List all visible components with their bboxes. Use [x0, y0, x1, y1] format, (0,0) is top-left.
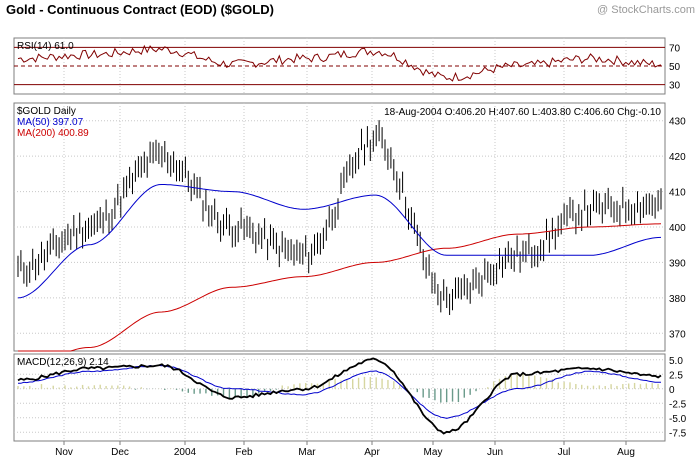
chart-title: Gold - Continuous Contract (EOD) ($GOLD) [6, 2, 274, 17]
macd-tick-label: 0 [669, 385, 675, 396]
ma50-label: MA(50) 397.07 [17, 117, 84, 128]
month-tick-label: Nov [55, 447, 73, 458]
macd-tick-label: -2.5 [669, 399, 687, 410]
month-tick-label: Aug [617, 447, 635, 458]
ohlc-readout: 18-Aug-2004 O:406.20 H:407.60 L:403.80 C… [384, 107, 661, 118]
month-tick-label: Jun [487, 447, 503, 458]
month-tick-label: 2004 [174, 447, 197, 458]
price-tick-label: 370 [669, 329, 686, 340]
rsi-series [17, 44, 662, 82]
price-tick-label: 410 [669, 188, 686, 199]
ma200-series [18, 223, 662, 352]
price-axis: 370 380 390 400 410 420 430 [669, 117, 686, 341]
macd-tick-label: 2.5 [669, 370, 683, 381]
rsi-axis: 30 50 70 [669, 43, 681, 91]
rsi-label: RSI(14) 61.0 [17, 41, 74, 52]
price-tick-label: 390 [669, 258, 686, 269]
month-tick-label: Feb [235, 447, 253, 458]
macd-tick-label: -5.0 [669, 414, 687, 425]
rsi-tick-label: 70 [669, 43, 681, 54]
month-tick-label: Apr [364, 447, 380, 458]
month-tick-label: May [424, 447, 443, 458]
month-axis: Nov Dec 2004 Feb Mar Apr May Jun Jul Aug [55, 441, 635, 458]
month-tick-label: Mar [298, 447, 316, 458]
month-tick-label: Jul [558, 447, 571, 458]
rsi-tick-label: 50 [669, 62, 681, 73]
macd-gridlines [14, 354, 665, 441]
rsi-tick-label: 30 [669, 81, 681, 92]
price-tick-label: 380 [669, 294, 686, 305]
macd-tick-label: 5.0 [669, 356, 683, 367]
macd-tick-label: -7.5 [669, 428, 687, 439]
macd-label: MACD(12,26,9) 2.14 [17, 357, 109, 368]
macd-signal-series [17, 364, 661, 419]
month-tick-label: Dec [111, 447, 129, 458]
watermark: @ StockCharts.com [597, 4, 695, 16]
macd-series [17, 357, 662, 435]
price-label: $GOLD Daily [17, 106, 76, 117]
price-tick-label: 430 [669, 117, 686, 128]
ma200-label: MA(200) 400.89 [17, 128, 89, 139]
ma50-series [17, 184, 662, 299]
price-gridlines [14, 103, 665, 351]
macd-histogram [17, 372, 659, 403]
macd-axis: -7.5 -5.0 -2.5 0 2.5 5.0 [669, 356, 687, 440]
price-tick-label: 420 [669, 152, 686, 163]
macd-panel [13, 353, 666, 442]
price-ohlc-series [17, 120, 662, 315]
price-tick-label: 400 [669, 223, 686, 234]
